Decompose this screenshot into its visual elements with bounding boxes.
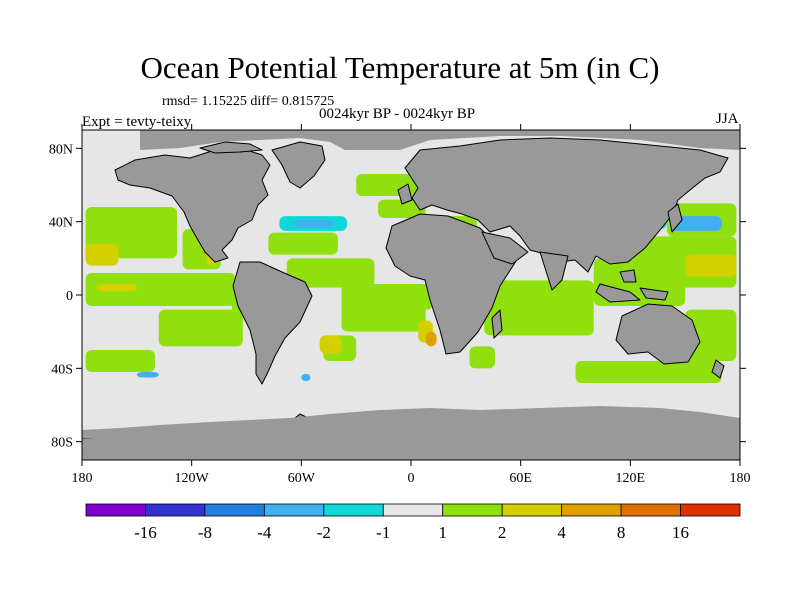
colorbar-label: 2 (498, 523, 507, 542)
anomaly-region (85, 243, 119, 266)
antarctic-ice-mask (82, 406, 740, 438)
colorbar-swatch (620, 503, 681, 517)
anomaly-region (575, 361, 722, 383)
anomaly-region (469, 346, 496, 369)
colorbar-label: 1 (438, 523, 447, 542)
land-south-america (232, 261, 313, 385)
anomaly-region (85, 350, 156, 372)
arctic-ice-mask (140, 130, 740, 150)
land-africa (385, 213, 519, 355)
land-arctic-islands (199, 141, 263, 154)
colorbar-swatch (561, 503, 622, 517)
colorbar-label: 16 (672, 523, 689, 542)
y-tick-label: 40N (49, 216, 73, 231)
colorbar-swatch (323, 503, 384, 517)
y-tick-label: 80S (51, 436, 73, 451)
anomaly-region (96, 284, 137, 292)
anomaly-region (136, 372, 159, 378)
colorbar-swatch (263, 503, 325, 517)
x-tick-label: 60W (288, 471, 316, 486)
anomaly-region (685, 309, 737, 361)
x-tick-label: 120W (175, 471, 210, 486)
map-area (82, 130, 740, 460)
colorbar-label: -1 (376, 523, 390, 542)
colorbar-label: 4 (557, 523, 566, 542)
anomaly-region (158, 309, 243, 347)
colorbar-swatch (204, 503, 265, 517)
land-japan (667, 203, 683, 233)
land-british-isles (397, 183, 413, 205)
anomaly-region (378, 199, 426, 218)
sea-ice-mask (82, 130, 740, 438)
x-tick-label: 180 (72, 471, 93, 486)
colorbar-swatch (442, 503, 503, 517)
colorbar-label: -4 (257, 523, 272, 542)
anomaly-region (685, 254, 737, 277)
anomaly-region (286, 258, 375, 288)
y-tick-label: 80N (49, 142, 73, 157)
anomaly-region (670, 216, 722, 231)
anomaly-region (301, 373, 311, 382)
experiment-label: Expt = tevty-teixy (82, 114, 192, 130)
land-eurasia (404, 137, 729, 273)
stats-label: rmsd= 1.15225 diff= 0.815725 (162, 94, 335, 109)
x-tick-label: 120E (616, 471, 646, 486)
season-label: JJA (716, 111, 739, 127)
land-australia (615, 303, 701, 365)
colorbar-swatch (145, 503, 206, 517)
colorbar-label: 8 (617, 523, 626, 542)
anomaly-region (425, 331, 437, 347)
map-axes: 180 120W 60W 0 60E 120E 180 80N 40N 0 40S 80S (49, 124, 751, 486)
colorbar-swatch (382, 503, 444, 517)
x-tick-label: 60E (509, 471, 532, 486)
x-tick-label: 180 (730, 471, 751, 486)
period-subtitle: 0024kyr BP - 0024kyr BP (319, 106, 476, 122)
colorbar-label: -16 (134, 523, 157, 542)
land-india (539, 251, 569, 291)
colorbar-swatch (680, 503, 741, 517)
land-maritime-continent (595, 269, 669, 303)
y-tick-label: 40S (51, 362, 73, 377)
colorbar-label: -2 (317, 523, 331, 542)
colorbar: -16 -8 -4 -2 -1 1 2 4 8 16 (85, 503, 741, 542)
land-new-zealand (711, 359, 725, 379)
colorbar-swatch (85, 503, 146, 517)
anomaly-region (85, 273, 236, 306)
anomaly-region (294, 219, 335, 228)
y-tick-label: 0 (66, 289, 73, 304)
land-arabia (481, 231, 529, 265)
colorbar-label: -8 (198, 523, 212, 542)
anomaly-region (268, 232, 338, 255)
land-madagascar (491, 309, 503, 339)
anomaly-region (319, 335, 342, 354)
anomaly-region (396, 284, 433, 310)
colorbar-swatch (501, 503, 563, 517)
plot-title: Ocean Potential Temperature at 5m (in C) (140, 50, 660, 85)
land-greenland (271, 141, 326, 189)
x-tick-label: 0 (408, 471, 415, 486)
anomaly-region (484, 280, 594, 336)
